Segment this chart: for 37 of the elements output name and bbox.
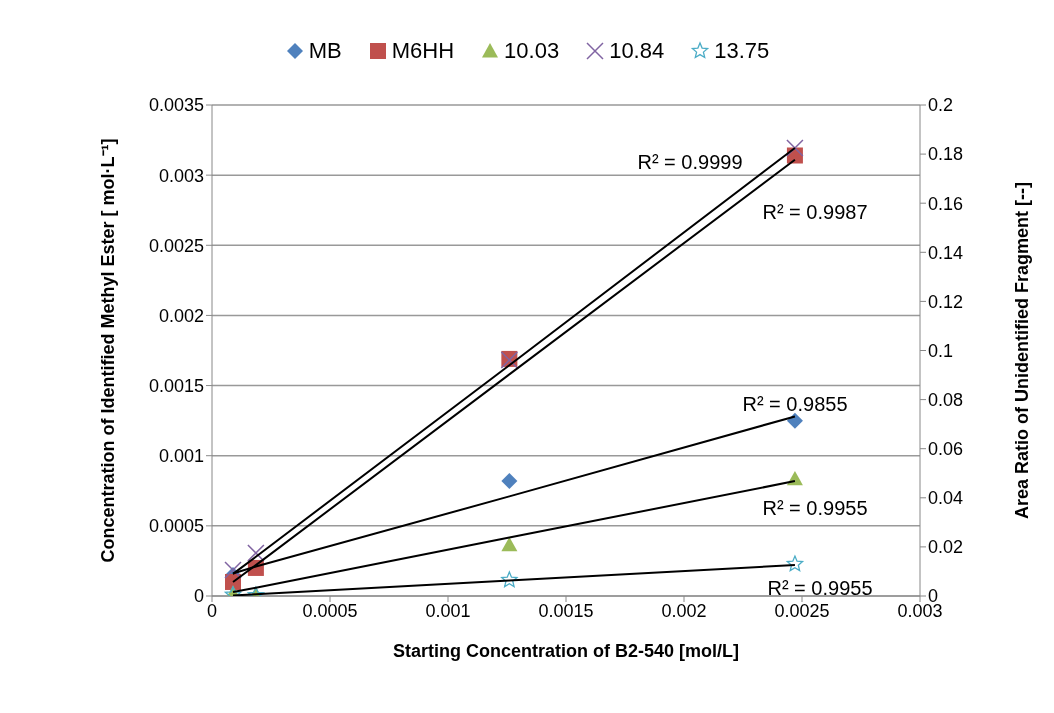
x-tick-label: 0.001 [425, 600, 471, 621]
annotation: R² = 0.9987 [762, 200, 868, 224]
y2-tick-label: 0.08 [928, 389, 964, 410]
legend-label: 13.75 [713, 38, 770, 64]
x-tick-label: 0 [206, 600, 218, 621]
legend-label: MB [307, 38, 342, 64]
y2-tick-label: 0.18 [928, 144, 964, 165]
y2-tick-label: 0.14 [928, 242, 964, 263]
y2-tick-label: 0.2 [928, 95, 954, 116]
y2-tick-label: 0.04 [928, 488, 964, 509]
y-axis-title: Concentration of Identified Methyl Ester [ mol·L⁻¹] [98, 138, 119, 563]
y2-tick-label: 0.06 [928, 439, 964, 460]
x-tick-label: 0.0015 [538, 600, 594, 621]
x-tick-label: 0.0025 [774, 600, 830, 621]
legend-label: 10.03 [503, 38, 560, 64]
y-tick-label: 0 [193, 586, 204, 607]
y2-tick-label: 0.12 [928, 291, 964, 312]
y2-tick-label: 0.02 [928, 537, 964, 558]
annotation: R² = 0.9855 [742, 392, 848, 416]
x-tick-label: 0.0005 [302, 600, 358, 621]
y-tick-label: 0.001 [158, 446, 204, 467]
y2-axis-title: Area Ratio of Unidentified Fragment [--] [1012, 182, 1033, 519]
y2-tick-label: 0.16 [928, 193, 964, 214]
annotation: R² = 0.9955 [767, 576, 873, 600]
annotation: R² = 0.9955 [762, 496, 868, 520]
legend-label: 10.84 [608, 38, 665, 64]
y-tick-label: 0.0015 [148, 375, 204, 396]
annotation: R² = 0.9999 [637, 150, 743, 174]
y-tick-label: 0.0005 [148, 516, 204, 537]
x-axis-title: Starting Concentration of B2-540 [mol/L] [392, 641, 740, 661]
y-tick-label: 0.003 [158, 165, 204, 186]
y-tick-label: 0.0035 [148, 95, 204, 116]
y-tick-label: 0.002 [158, 305, 204, 326]
x-tick-label: 0.002 [661, 600, 707, 621]
legend-label: M6HH [390, 38, 455, 64]
y-tick-label: 0.0025 [148, 235, 204, 256]
y2-tick-label: 0.1 [928, 340, 954, 361]
